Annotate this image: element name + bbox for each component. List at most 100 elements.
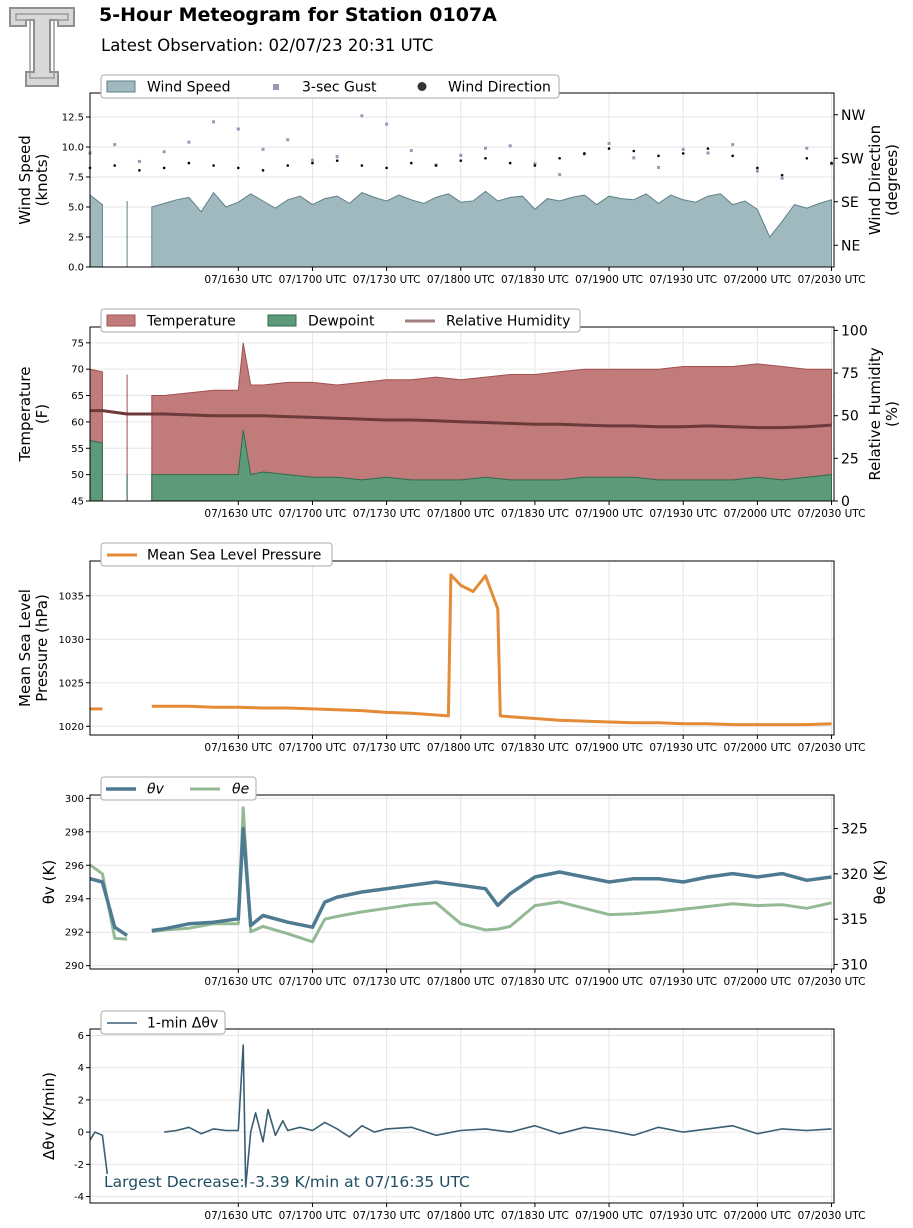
gust-point	[558, 173, 562, 177]
legend-box	[100, 308, 581, 333]
gust-point	[187, 140, 191, 144]
x-tick-label: 07/1930 UTC	[649, 976, 717, 988]
legend-box	[100, 542, 333, 567]
legend-swatch	[273, 84, 279, 90]
right-tick-label: 100	[841, 323, 868, 339]
y-tick-label: 70	[71, 365, 84, 376]
y-axis-label: θv (K)	[40, 860, 58, 904]
legend-label: 3-sec Gust	[302, 80, 377, 96]
right-axis-label: θe (K)	[871, 860, 889, 905]
right-tick-label: 320	[841, 867, 868, 883]
double-t-logo-icon	[9, 7, 75, 87]
x-tick-label: 07/2000 UTC	[723, 742, 791, 754]
x-tick-label: 07/1800 UTC	[427, 508, 495, 520]
direction-point	[805, 156, 809, 160]
axes-frame	[89, 1028, 835, 1204]
right-tick-label: 75	[841, 366, 859, 382]
gust-point	[385, 122, 389, 126]
theta-v-line	[151, 826, 832, 933]
gust-point	[508, 144, 512, 148]
x-tick-label: 07/1730 UTC	[353, 742, 421, 754]
direction-point	[657, 154, 660, 158]
y-axis-label-line: θv (K)	[40, 860, 58, 904]
legend-label: Temperature	[146, 314, 236, 330]
latest-observation: Latest Observation: 02/07/23 20:31 UTC	[101, 36, 434, 55]
direction-point	[237, 166, 240, 170]
x-tick-label: 07/1800 UTC	[427, 274, 495, 286]
wind-speed-area	[151, 190, 832, 268]
x-tick-label: 07/1700 UTC	[279, 508, 347, 520]
wind-speed-area	[89, 193, 103, 268]
x-tick-label: 07/1700 UTC	[279, 1210, 347, 1222]
y-axis-label-line: Pressure (hPa)	[33, 594, 51, 702]
y-tick-label: 12.5	[62, 113, 84, 124]
direction-point	[162, 166, 166, 170]
x-tick-label: 07/1630 UTC	[204, 1210, 272, 1222]
y-tick-label: 0.0	[68, 263, 84, 274]
right-tick-label: 50	[841, 409, 859, 425]
pressure-line	[151, 573, 832, 727]
direction-point	[434, 164, 438, 167]
legend-label: Wind Direction	[448, 80, 551, 96]
legend-swatch	[267, 314, 297, 327]
theta-v-line	[89, 877, 129, 937]
relative-humidity-line	[90, 409, 832, 430]
y-tick-label: 300	[65, 794, 84, 805]
direction-point	[632, 149, 636, 153]
x-tick-label: 07/1630 UTC	[204, 508, 272, 520]
x-tick-label: 07/1730 UTC	[353, 274, 421, 286]
gust-point	[459, 153, 463, 157]
legend-swatch	[106, 80, 136, 93]
y-tick-label: 65	[71, 391, 84, 402]
gust-point	[805, 146, 809, 150]
gust-point	[657, 165, 661, 169]
direction-point	[731, 154, 734, 158]
x-tick-label: 07/1730 UTC	[353, 1210, 421, 1222]
y-tick-label: 294	[65, 894, 84, 905]
direction-point	[385, 166, 388, 170]
x-tick-label: 07/1830 UTC	[501, 508, 569, 520]
direction-point	[607, 147, 611, 150]
x-tick-label: 07/1830 UTC	[501, 1210, 569, 1222]
gust-point	[212, 120, 216, 124]
gust-point	[261, 147, 265, 151]
direction-point	[187, 161, 191, 165]
gust-point	[632, 156, 636, 160]
direction-point	[286, 164, 290, 167]
y-axis-label-line: Δθv (K/min)	[40, 1072, 58, 1160]
y-axis-label: Δθv (K/min)	[40, 1072, 58, 1160]
panel-theta: 290 292 294 296 298 300 07/1630 UTC 07/1700 UTC…	[40, 776, 889, 988]
y-tick-label: 5.0	[68, 203, 84, 214]
delta-theta-line	[164, 1044, 832, 1188]
legend-label: Dewpoint	[308, 314, 375, 330]
x-tick-label: 07/1730 UTC	[353, 508, 421, 520]
largest-decrease-annotation: Largest Decrease: -3.39 K/min at 07/16:3…	[104, 1173, 470, 1191]
legend-label: Wind Speed	[147, 80, 231, 96]
x-tick-label: 07/1630 UTC	[204, 742, 272, 754]
x-tick-label: 07/1930 UTC	[649, 742, 717, 754]
x-tick-label: 07/1830 UTC	[501, 274, 569, 286]
y-axis-label-line: (knots)	[33, 154, 51, 207]
x-tick-label: 07/1700 UTC	[279, 742, 347, 754]
right-tick-label: 0	[841, 494, 850, 510]
gust-point	[483, 146, 487, 150]
legend-box	[100, 74, 560, 99]
axes-frame	[89, 794, 835, 970]
x-tick-label: 07/1700 UTC	[279, 274, 347, 286]
right-tick-label: SE	[841, 195, 859, 211]
x-tick-label: 07/1900 UTC	[575, 274, 643, 286]
gust-point	[236, 127, 240, 131]
gust-point	[731, 143, 735, 147]
gust-point	[162, 150, 166, 154]
x-tick-label: 07/1930 UTC	[649, 274, 717, 286]
right-axis-label-line: (%)	[883, 401, 901, 427]
right-tick-label: NE	[841, 238, 860, 254]
x-tick-label: 07/2030 UTC	[798, 1210, 866, 1222]
gust-point	[755, 169, 759, 173]
x-tick-label: 07/1900 UTC	[575, 742, 643, 754]
direction-point	[533, 164, 537, 167]
direction-point	[830, 161, 833, 165]
y-tick-label: -2	[74, 1160, 84, 1171]
legend-label: θv	[147, 782, 165, 798]
right-axis-label: Wind Direction(degrees)	[866, 125, 901, 235]
